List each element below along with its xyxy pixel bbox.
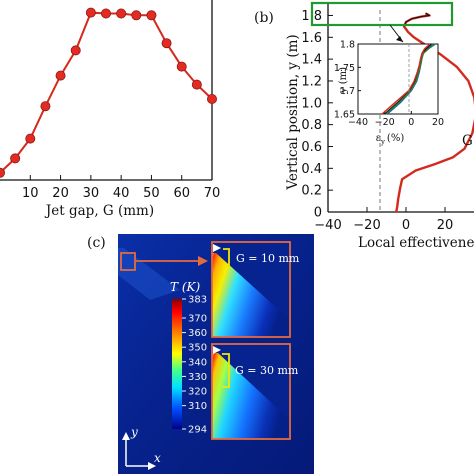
colorbar-title-text: T (K) (170, 280, 200, 294)
colorbar-tick-label: 294 (188, 425, 207, 436)
panel-b-series-overlay (403, 12, 431, 27)
inset-x-tick-label: 0 (408, 117, 414, 128)
panel-a-x-tick-label: 10 (22, 186, 39, 201)
panel-c-label: (c) (87, 235, 106, 251)
zoom-panel-g30: G = 30 mm (211, 343, 299, 440)
panel-a-data-point (206, 94, 217, 105)
inset-x-label-symbol: ε (376, 133, 381, 144)
panel-a-data-point (85, 7, 96, 18)
y-direction-label: y (130, 425, 138, 439)
panel-a-x-label: Jet gap, G (mm) (44, 203, 154, 219)
colorbar-tick-label: 383 (188, 295, 207, 306)
panel-b-x-tick-label: −40 (314, 218, 341, 233)
zoom-panel-g30-frame (211, 343, 291, 440)
panel-a-data-point (10, 153, 21, 164)
panel-a-data-point (25, 133, 36, 144)
panel-b-chart: (b) 0 0.2 0.4 0.6 0.8 1.0 1.2 1.4 1.6 1.8 −40 −20 0… (254, 1, 474, 251)
panel-b-x-label: Local effectiveness, (358, 235, 474, 251)
panel-a-data-point (161, 38, 172, 49)
panel-a-x-tick-label: 50 (143, 186, 160, 201)
panel-b-y-tick-label: 1.2 (301, 74, 322, 89)
colorbar-gradient (172, 299, 182, 429)
zoom-panel-g10-label: G = 10 mm (236, 252, 300, 265)
panel-a-data-point (176, 61, 187, 72)
panel-a-series-line (0, 11, 213, 174)
inset-y-tick-label: 1.8 (340, 40, 355, 51)
inset-x-label-sub: y (380, 138, 385, 146)
inset-series-line (381, 43, 431, 115)
inset-x-label-unit: (%) (387, 133, 404, 144)
zoom-panel-g30-gap-bracket (222, 353, 230, 388)
inset-x-tick-label: −40 (348, 117, 368, 128)
panel-a-x-tick-label: 60 (173, 186, 190, 201)
inset-series-line (385, 43, 436, 115)
panel-b-y-tick-label: 0 (314, 206, 322, 221)
panel-b-y-tick-label: 1.4 (301, 53, 322, 68)
y-direction-arrowhead (122, 432, 130, 440)
panel-b-y-tick-label: 1.0 (301, 96, 322, 111)
panel-a-data-point (116, 8, 127, 19)
inset-callout-arrowhead (396, 36, 403, 42)
inset-y-tick-label: 1.65 (334, 110, 355, 121)
inset-x-label: εy (%) (376, 133, 405, 146)
panel-b-x-tick-label: 0 (402, 218, 410, 233)
panel-a-chart: 10 20 30 40 50 60 70 Jet gap, G (mm) (0, 0, 220, 219)
panel-a-data-point (191, 79, 202, 90)
colorbar-tick-label: 360 (188, 328, 207, 339)
panel-b-annotation: G (462, 133, 473, 149)
panel-a-data-point (101, 8, 112, 19)
panel-c-contour: (c) G = 10 mm G = 30 mm T (K) 383 370 360 3… (87, 234, 314, 474)
panel-a-data-point (131, 10, 142, 21)
inset-y-tick-label: 1.75 (334, 63, 355, 74)
inset-y-label: y (m) (338, 67, 349, 94)
panel-a-x-tick-label: 40 (113, 186, 130, 201)
panel-a-data-point (70, 45, 81, 56)
colorbar: T (K) 383 370 360 350 340 330 320 310 294 (170, 280, 207, 436)
panel-a-x-tick-label: 30 (83, 186, 100, 201)
panel-b-y-tick-label: 0.6 (301, 140, 322, 155)
panel-a-data-point (0, 167, 5, 178)
panel-b-y-tick-label: 0.2 (301, 184, 322, 199)
panel-b-x-tick-label: 20 (437, 218, 454, 233)
inset-x-tick-label: −20 (375, 117, 395, 128)
colorbar-tick-label: 320 (188, 387, 207, 398)
zoom-panel-g30-label: G = 30 mm (235, 364, 299, 377)
panel-b-highlight-box (310, 1, 454, 27)
panel-b-y-label: Vertical position, y (m) (285, 34, 301, 190)
panel-b-label: (b) (254, 10, 274, 26)
zoom-panel-g30-inlet (213, 346, 221, 354)
zoom-panel-g30-jet (212, 353, 290, 439)
zoom-arrow-head (198, 256, 208, 266)
colorbar-tick-label: 340 (188, 357, 207, 368)
zoom-panel-g10-jet (212, 253, 290, 337)
panel-b-y-tick-label: 0.4 (301, 162, 322, 177)
zoom-panel-g10: G = 10 mm (211, 241, 300, 338)
panel-a-data-point (146, 10, 157, 21)
zoom-panel-g10-inlet (213, 244, 221, 252)
panel-b-inset: 1.65 1.7 1.75 1.8 −40 −20 0 20 y (m) εy (%) (334, 40, 444, 147)
x-direction-arrowhead (148, 462, 156, 470)
panel-a-data-point (40, 101, 51, 112)
colorbar-tick-label: 350 (188, 343, 207, 354)
panel-a-x-tick-label: 20 (52, 186, 69, 201)
colorbar-tick-label: 310 (188, 401, 207, 412)
colorbar-tick-label: 330 (188, 372, 207, 383)
panel-b-y-tick-label: 0.8 (301, 118, 322, 133)
panel-b-x-tick-label: −20 (353, 218, 380, 233)
colorbar-tick-label: 370 (188, 313, 207, 324)
inset-x-tick-label: 20 (432, 117, 444, 128)
colorbar-title: T (K) (170, 280, 200, 294)
panel-a-data-point (55, 70, 66, 81)
panel-a-x-tick-label: 70 (204, 186, 221, 201)
jet-plume-overview (118, 248, 180, 300)
x-direction-label: x (154, 451, 161, 465)
zoom-panel-g10-frame (211, 241, 291, 338)
axis-indicator: y x (122, 425, 161, 470)
panel-b-y-tick-label: 1.6 (301, 31, 322, 46)
zoom-panel-g10-gap-bracket (223, 248, 230, 267)
inset-y-tick-label: 1.7 (340, 86, 355, 97)
